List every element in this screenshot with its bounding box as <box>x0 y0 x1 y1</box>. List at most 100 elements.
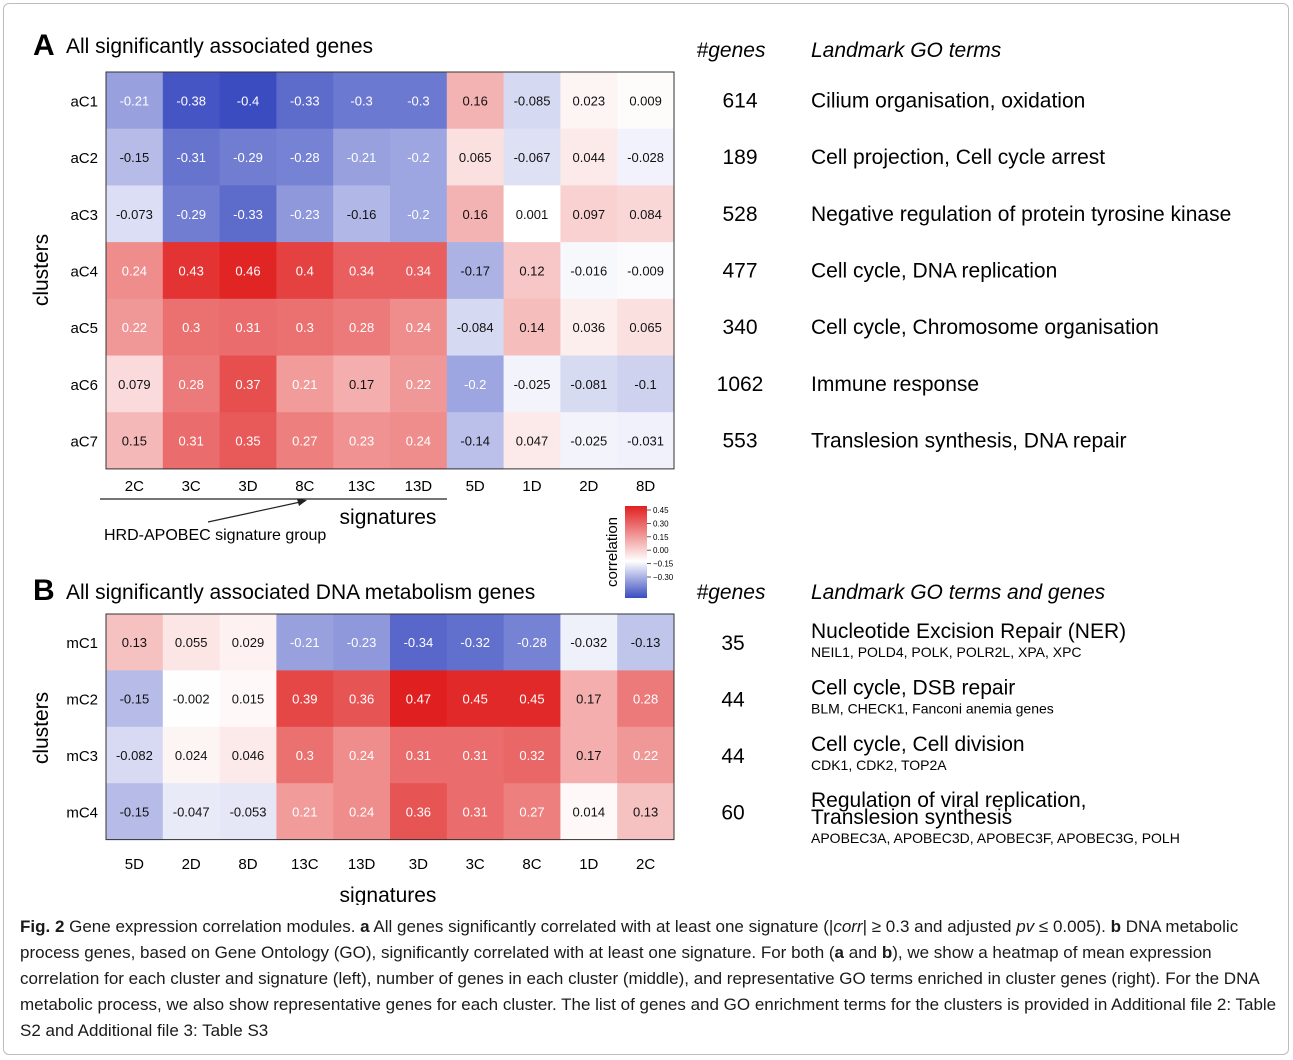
row-label: mC4 <box>66 804 98 821</box>
panel-a-row-axis-label: clusters <box>30 234 53 306</box>
cell-value-label: 0.22 <box>406 377 431 392</box>
column-label: 8C <box>522 856 541 873</box>
cell-value-label: 0.45 <box>463 692 488 707</box>
cell-value-label: 0.024 <box>175 748 208 763</box>
cell-value-label: -0.016 <box>570 263 607 278</box>
heatmap-cell <box>333 242 391 300</box>
cell-value-label: 0.14 <box>519 320 544 335</box>
cell-value-label: -0.053 <box>230 804 267 819</box>
heatmap-a: aC1 -0.21 -0.38 -0.4 -0.33 -0.3 -0.3 0.16 -0.085… <box>70 71 675 495</box>
heatmap-cell <box>560 783 618 841</box>
cell-value-label: -0.2 <box>407 150 429 165</box>
heatmap-cell <box>617 783 675 841</box>
heatmap-cell <box>219 614 277 671</box>
cell-value-label: 0.13 <box>122 635 147 650</box>
cell-value-label: 0.27 <box>292 434 317 449</box>
gene-count: 553 <box>722 430 757 453</box>
panel-a-col-axis-label: signatures <box>340 506 437 529</box>
heatmap-cell <box>276 298 334 356</box>
cell-value-label: -0.28 <box>290 150 320 165</box>
cell-value-label: -0.17 <box>460 263 490 278</box>
cell-value-label: -0.4 <box>237 93 259 108</box>
heatmap-cell <box>446 298 505 356</box>
cell-value-label: 0.3 <box>296 748 314 763</box>
legend-tick-label: 0.45 <box>653 506 669 515</box>
gene-count: 477 <box>722 259 757 282</box>
cell-value-label: -0.081 <box>570 377 607 392</box>
cell-value-label: -0.32 <box>460 635 490 650</box>
go-term: Cell cycle, DNA replication <box>811 259 1057 282</box>
cell-value-label: 0.044 <box>573 150 606 165</box>
representative-genes: NEIL1, POLD4, POLK, POLR2L, XPA, XPC <box>811 644 1082 660</box>
heatmap-cell <box>162 783 221 841</box>
heatmap-cell <box>333 614 391 671</box>
gene-count: 35 <box>721 632 744 655</box>
cell-value-label: -0.31 <box>176 150 206 165</box>
cell-value-label: 0.17 <box>349 377 374 392</box>
panel-b-letter: B <box>33 574 55 607</box>
cell-value-label: -0.23 <box>290 207 320 222</box>
heatmap-cell <box>390 72 448 130</box>
column-label: 8D <box>238 856 257 873</box>
heatmap-cell <box>503 726 561 784</box>
heatmap-cell <box>162 298 221 356</box>
cell-value-label: 0.24 <box>406 320 431 335</box>
row-label: aC7 <box>70 434 98 451</box>
heatmap-cell <box>390 298 448 356</box>
cell-value-label: -0.073 <box>116 207 153 222</box>
caption-a: a <box>834 943 845 962</box>
cell-value-label: -0.028 <box>627 150 664 165</box>
caption-text: Gene expression correlation modules. <box>64 917 361 936</box>
cell-value-label: -0.15 <box>120 692 150 707</box>
cell-value-label: -0.14 <box>460 434 490 449</box>
heatmap-cell <box>503 614 561 671</box>
cell-value-label: 0.046 <box>232 748 265 763</box>
cell-value-label: 0.009 <box>629 93 662 108</box>
caption-b: b <box>881 943 893 962</box>
cell-value-label: 0.12 <box>519 263 544 278</box>
heatmap-cell <box>503 242 561 300</box>
heatmap-cell <box>617 72 675 130</box>
heatmap-cell <box>276 614 334 671</box>
heatmap-cell <box>219 128 277 186</box>
cell-value-label: -0.025 <box>570 434 607 449</box>
heatmap-cell <box>390 614 448 671</box>
cell-value-label: -0.047 <box>173 804 210 819</box>
caption-text: DNA metabolic process genes, based on Ge… <box>20 917 1239 962</box>
heatmap-cell <box>162 128 221 186</box>
panel-a-title: All significantly associated genes <box>66 35 373 58</box>
cell-value-label: -0.34 <box>404 635 434 650</box>
heatmap-cell <box>503 128 561 186</box>
heatmap-cell <box>390 670 448 728</box>
caption-pv: pv <box>1016 917 1035 936</box>
cell-value-label: 0.36 <box>406 804 431 819</box>
cell-value-label: 0.31 <box>463 748 488 763</box>
cell-value-label: 0.27 <box>519 804 544 819</box>
row-label: aC6 <box>70 377 98 394</box>
column-label: 5D <box>125 856 144 873</box>
heatmap-cell <box>106 670 164 728</box>
column-label: 1D <box>579 856 598 873</box>
heatmap-cell <box>503 355 561 413</box>
go-term: Immune response <box>811 373 979 396</box>
heatmap-cell <box>276 185 334 243</box>
heatmap-cell <box>390 242 448 300</box>
go-term: Regulation of viral replication, <box>811 789 1086 812</box>
cell-value-label: 0.16 <box>463 207 488 222</box>
heatmap-cell <box>390 412 448 470</box>
heatmap-cell <box>162 412 221 470</box>
cell-value-label: -0.3 <box>407 93 429 108</box>
cell-value-label: 0.21 <box>292 804 317 819</box>
panel-a-genes-header: #genes <box>697 39 766 62</box>
column-label: 13D <box>348 856 376 873</box>
cell-value-label: -0.085 <box>514 93 551 108</box>
cell-value-label: 0.065 <box>629 320 662 335</box>
panel-b-title: All significantly associated DNA metabol… <box>66 581 535 604</box>
go-term: Translesion synthesis <box>811 806 1012 829</box>
row-label: aC2 <box>70 150 98 167</box>
heatmap-cell <box>219 242 277 300</box>
cell-value-label: 0.24 <box>349 748 374 763</box>
heatmap-cell <box>219 298 277 356</box>
legend-title: correlation <box>604 517 621 587</box>
column-label: 13D <box>405 478 433 495</box>
